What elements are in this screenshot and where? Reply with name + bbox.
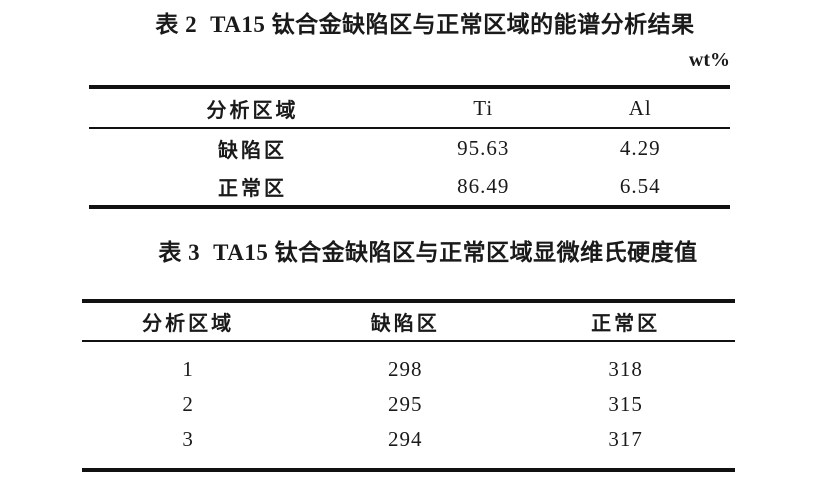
table2-row1-ti: 95.63 <box>457 135 510 160</box>
table2-row2-ti: 86.49 <box>457 173 510 198</box>
table3-row3-defect: 294 <box>387 427 423 451</box>
table3-row3-normal: 317 <box>608 427 643 451</box>
table2-row-normal: 正常区 86.49 6.54 <box>89 167 730 205</box>
table3-top-rule <box>82 299 735 303</box>
table2-caption-title: TA15 钛合金缺陷区与正常区域的能谱分析结果 <box>210 12 695 37</box>
table2: 分析区域 Ti Al 缺陷区 95.63 4.29 正常区 86.49 6.54 <box>89 85 730 209</box>
table3-row-3: 3 294 317 <box>82 422 735 457</box>
table2-header-ti: Ti <box>473 95 494 120</box>
table3-row2-normal: 315 <box>608 392 643 416</box>
table3-row1-defect: 298 <box>387 357 423 381</box>
table3-header-row: 分析区域 缺陷区 正常区 <box>82 303 735 340</box>
table2-row2-al: 6.54 <box>619 173 661 198</box>
table2-row1-al: 4.29 <box>619 135 661 160</box>
table2-row-defect: 缺陷区 95.63 4.29 <box>89 129 730 167</box>
table2-header-row: 分析区域 Ti Al <box>89 89 730 127</box>
table2-unit-label: wt% <box>688 49 730 71</box>
table2-row1-region: 缺陷区 <box>217 139 287 162</box>
table3-header-region: 分析区域 <box>142 313 235 335</box>
table2-header-rule <box>89 127 730 129</box>
table2-header-al: Al <box>628 95 652 120</box>
table2-header-region: 分析区域 <box>206 99 299 122</box>
table3-row2-defect: 295 <box>387 392 423 416</box>
table2-caption-label: 表 2 <box>155 12 198 37</box>
table3-header-defect: 缺陷区 <box>370 313 440 335</box>
table3-caption: 表 3 TA15 钛合金缺陷区与正常区域显微维氏硬度值 <box>95 240 761 266</box>
table3-row3-point: 3 <box>182 427 194 451</box>
table3-row-1: 1 298 318 <box>82 352 735 387</box>
table2-top-rule <box>89 85 730 89</box>
table2-row2-region: 正常区 <box>217 177 287 200</box>
table2-caption: 表 2 TA15 钛合金缺陷区与正常区域的能谱分析结果 <box>85 12 765 38</box>
table3-body: 1 298 318 2 295 315 3 294 317 <box>82 342 735 468</box>
table3-row1-normal: 318 <box>608 357 643 381</box>
table3-header-normal: 正常区 <box>591 313 661 335</box>
table3: 分析区域 缺陷区 正常区 1 298 318 2 295 315 3 294 3… <box>82 299 735 472</box>
table3-caption-label: 表 3 <box>158 240 201 265</box>
table3-row2-point: 2 <box>182 392 194 416</box>
table3-header-rule <box>82 340 735 342</box>
table3-caption-title: TA15 钛合金缺陷区与正常区域显微维氏硬度值 <box>213 240 698 265</box>
table2-bottom-rule <box>89 205 730 209</box>
table3-row-2: 2 295 315 <box>82 387 735 422</box>
table3-row1-point: 1 <box>182 357 194 381</box>
table3-bottom-rule <box>82 468 735 472</box>
